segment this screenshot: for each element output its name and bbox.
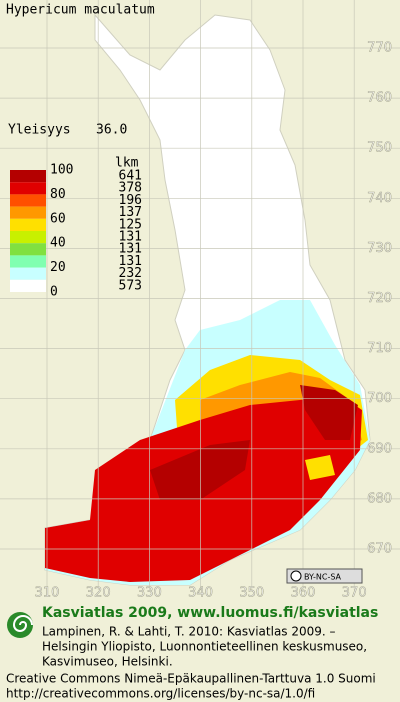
count-value: 573 bbox=[119, 278, 142, 293]
y-label: 720 bbox=[367, 291, 392, 306]
count-value: 125 bbox=[119, 217, 142, 232]
y-label: 700 bbox=[367, 391, 392, 406]
count-value: 131 bbox=[119, 242, 142, 257]
license-line: Creative Commons Nimeä-Epäkaupallinen-Ta… bbox=[6, 672, 376, 686]
x-label: 350 bbox=[239, 586, 264, 601]
count-value: 378 bbox=[119, 181, 142, 196]
range-patch bbox=[150, 440, 250, 500]
count-value: 131 bbox=[119, 230, 142, 245]
scale-label: 100 bbox=[50, 163, 73, 178]
y-label: 680 bbox=[367, 491, 392, 506]
count-value: 131 bbox=[119, 254, 142, 269]
legend-swatch bbox=[10, 231, 46, 244]
count-value: 137 bbox=[119, 205, 142, 220]
citation-line: Kasvimuseo, Helsinki. bbox=[42, 655, 173, 669]
y-label: 690 bbox=[367, 441, 392, 456]
frequency-value: 36.0 bbox=[96, 123, 127, 138]
legend-swatch bbox=[10, 206, 46, 219]
legend-swatch bbox=[10, 170, 46, 183]
legend-swatch bbox=[10, 255, 46, 268]
citation-line: Helsingin Yliopisto, Luonnontieteellinen… bbox=[42, 640, 367, 654]
y-label: 670 bbox=[367, 542, 392, 557]
y-label: 730 bbox=[367, 241, 392, 256]
legend-swatch bbox=[10, 218, 46, 231]
frequency-label: Yleisyys bbox=[8, 123, 71, 138]
legend-swatch bbox=[10, 279, 46, 292]
x-label: 370 bbox=[342, 586, 367, 601]
y-label: 770 bbox=[367, 41, 392, 56]
x-label: 310 bbox=[35, 586, 60, 601]
cc-icon bbox=[290, 570, 302, 582]
footer-heading: Kasviatlas 2009, www.luomus.fi/kasviatla… bbox=[42, 605, 378, 621]
scale-label: 0 bbox=[50, 285, 58, 300]
count-header: lkm bbox=[115, 156, 139, 171]
license-badge: BY-NC-SA bbox=[304, 573, 342, 582]
y-label: 750 bbox=[367, 141, 392, 156]
scale-label: 40 bbox=[50, 236, 66, 251]
scale-label: 20 bbox=[50, 260, 66, 275]
y-label: 760 bbox=[367, 91, 392, 106]
count-value: 196 bbox=[119, 193, 142, 208]
logo bbox=[7, 612, 33, 638]
legend-swatch bbox=[10, 194, 46, 207]
range-patch bbox=[305, 455, 335, 480]
scale-label: 60 bbox=[50, 211, 66, 226]
citation-line: Lampinen, R. & Lahti, T. 2010: Kasviatla… bbox=[42, 625, 336, 639]
grid: 310 320 330 340 350 360 370 770 760 750 740 730 720 7… bbox=[0, 0, 400, 601]
x-label: 320 bbox=[86, 586, 111, 601]
count-value: 232 bbox=[119, 266, 142, 281]
count-value: 641 bbox=[119, 169, 142, 184]
y-label: 740 bbox=[367, 191, 392, 206]
legend: 100806040200lkm6413781961371251311311312… bbox=[10, 156, 142, 300]
map-title: Hypericum maculatum bbox=[6, 3, 155, 18]
x-label: 340 bbox=[188, 586, 213, 601]
scale-label: 80 bbox=[50, 187, 66, 202]
logo-spiral bbox=[12, 615, 33, 632]
x-label: 330 bbox=[137, 586, 162, 601]
x-label: 360 bbox=[291, 586, 316, 601]
license-line: http://creativecommons.org/licenses/by-n… bbox=[6, 687, 315, 701]
y-label: 710 bbox=[367, 341, 392, 356]
legend-swatch bbox=[10, 243, 46, 256]
license-badge-box bbox=[286, 568, 363, 584]
legend-swatch bbox=[10, 267, 46, 280]
legend-swatch bbox=[10, 182, 46, 195]
